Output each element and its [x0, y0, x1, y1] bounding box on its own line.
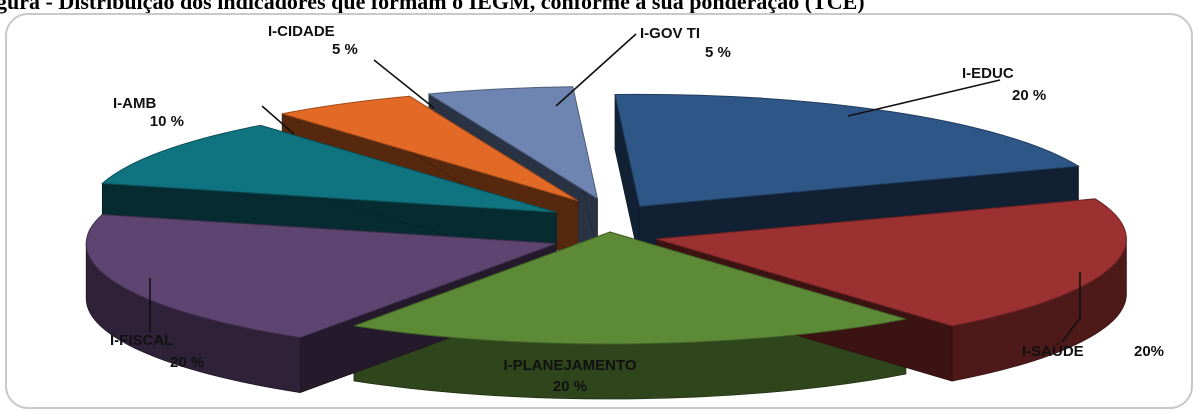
category-label-i-sa-de: I-SAÚDE: [1022, 342, 1084, 360]
value-label-i-planejamento: 20 %: [553, 378, 587, 395]
leader-line-i-amb: [261, 105, 295, 135]
leader-line-i-cidade: [373, 59, 435, 109]
category-label-i-fiscal: I-FISCAL: [110, 332, 173, 349]
leader-line-i-sa-de: [1061, 272, 1081, 343]
value-label-i-amb: 10 %: [150, 113, 184, 130]
value-label-i-fiscal: 20 %: [170, 354, 204, 371]
slice-i-amb: [101, 124, 557, 213]
slice-i-educ: [614, 93, 1080, 207]
category-label-i-amb: I-AMB: [113, 95, 156, 112]
slice-i-cidade: [282, 95, 579, 202]
slice-labels: I-EDUC 20 % I-SAÚDE 20% I-PLANEJAMENTO 20 % I-…: [110, 23, 1164, 395]
slice-i-gov-ti: [427, 86, 599, 200]
slice-tops: [85, 86, 1127, 345]
leader-line-i-gov-ti: [555, 33, 637, 107]
category-label-i-cidade: I-CIDADE: [268, 23, 335, 40]
caption-text: gura - Distribuição dos indicadores que …: [0, 0, 865, 14]
category-label-i-gov-ti: I-GOV TI: [640, 25, 700, 42]
value-label-i-gov-ti: 5 %: [705, 44, 731, 61]
leader-line-i-educ: [847, 79, 1001, 117]
leader-lines: [149, 33, 1081, 343]
slice-i-planejamento: [353, 231, 906, 345]
value-label-i-sa-de: 20%: [1134, 343, 1164, 360]
slice-i-sa-de: [656, 198, 1127, 327]
category-label-i-planejamento: I-PLANEJAMENTO: [503, 357, 636, 374]
slice-i-fiscal: [85, 214, 557, 339]
value-label-i-educ: 20 %: [1012, 87, 1046, 104]
value-label-i-cidade: 5 %: [332, 41, 358, 58]
category-label-i-educ: I-EDUC: [962, 65, 1014, 82]
